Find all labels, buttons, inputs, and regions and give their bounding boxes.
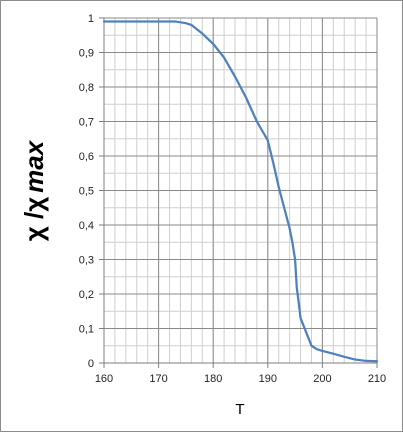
y-axis-label: χ /χ max [19, 139, 49, 241]
series-line [102, 20, 379, 363]
y-tick-label: 0,2 [79, 289, 94, 301]
y-tick-label: 0 [88, 358, 94, 370]
x-tick-label: 170 [149, 373, 167, 385]
x-tick-labels: 160 170 180 190 200 210 [95, 373, 386, 385]
y-tick-label: 0,5 [79, 186, 94, 198]
y-tick-label: 0,1 [79, 324, 94, 336]
y-tick-label: 0,3 [79, 255, 94, 267]
x-tick-label: 210 [368, 373, 386, 385]
x-tick-label: 200 [313, 373, 331, 385]
y-axis-label-italic: max [19, 139, 49, 193]
y-tick-labels: 0 0,1 0,2 0,3 0,4 0,5 0,6 0,7 0,8 0,9 1 [79, 13, 94, 370]
x-tick-label: 180 [204, 373, 222, 385]
series-layer [102, 20, 379, 363]
y-tick-label: 0,7 [79, 117, 94, 129]
y-tick-label: 0,6 [79, 151, 94, 163]
axes [99, 17, 378, 368]
y-tick-label: 0,4 [79, 220, 94, 232]
x-axis-label: T [235, 401, 244, 418]
y-tick-label: 0,9 [79, 48, 94, 60]
y-tick-label: 0,8 [79, 82, 94, 94]
x-tick-label: 160 [95, 373, 113, 385]
x-tick-label: 190 [259, 373, 277, 385]
y-axis-label-prefix: χ /χ [19, 197, 49, 241]
y-tick-label: 1 [88, 13, 94, 25]
grid [103, 17, 378, 364]
